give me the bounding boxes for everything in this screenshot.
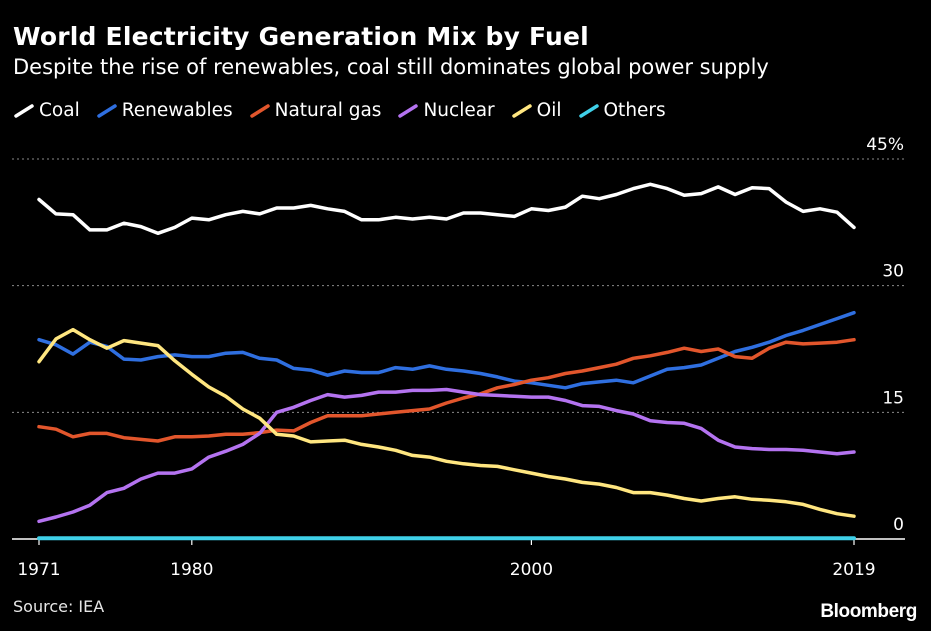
legend-swatch-nuclear <box>397 103 419 119</box>
legend-swatch-coal <box>13 103 35 119</box>
series-line-coal <box>37 182 856 236</box>
legend-item-others: Others <box>578 100 666 121</box>
legend-label-nuclear: Nuclear <box>423 100 495 121</box>
y-tick-label-0: 0 <box>893 515 904 535</box>
x-tick-label-2000: 2000 <box>510 560 553 580</box>
legend-item-coal: Coal <box>13 100 80 121</box>
legend-swatch-natural-gas <box>249 103 271 119</box>
y-tick-label-30: 30 <box>882 262 904 282</box>
series-line-renewables <box>37 310 856 390</box>
y-tick-label-45: 45% <box>866 135 904 155</box>
series-line-oil <box>37 327 856 518</box>
legend-item-renewables: Renewables <box>96 100 233 121</box>
legend: Coal Renewables Natural gas Nuclear Oil … <box>13 100 682 121</box>
chart-subtitle: Despite the rise of renewables, coal sti… <box>13 55 769 79</box>
x-tick-label-1971: 1971 <box>17 560 60 580</box>
x-tick-label-1980: 1980 <box>170 560 213 580</box>
legend-label-oil: Oil <box>536 100 562 121</box>
x-tick-label-2019: 2019 <box>832 560 875 580</box>
legend-item-oil: Oil <box>511 100 562 121</box>
source-note: Source: IEA <box>13 597 105 616</box>
legend-label-natural-gas: Natural gas <box>274 100 382 121</box>
legend-label-renewables: Renewables <box>121 100 233 121</box>
series-line-natural-gas <box>37 337 856 443</box>
legend-swatch-renewables <box>96 103 118 119</box>
series-line-nuclear <box>37 387 856 524</box>
legend-swatch-oil <box>511 103 533 119</box>
chart-title: World Electricity Generation Mix by Fuel <box>13 22 589 51</box>
legend-swatch-others <box>578 103 600 119</box>
y-tick-label-15: 15 <box>882 388 904 408</box>
legend-label-others: Others <box>603 100 666 121</box>
legend-item-natural-gas: Natural gas <box>249 100 382 121</box>
bloomberg-logo: Bloomberg <box>820 601 917 622</box>
legend-label-coal: Coal <box>39 100 80 121</box>
legend-item-nuclear: Nuclear <box>397 100 495 121</box>
